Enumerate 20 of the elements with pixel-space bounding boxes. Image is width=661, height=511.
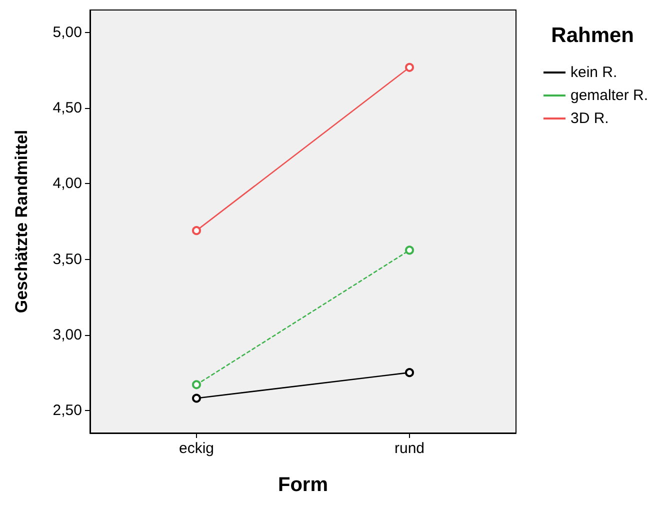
y-tick-label: 4,50	[52, 100, 82, 117]
legend-label: gemalter R.	[570, 87, 648, 104]
x-tick-label: eckig	[178, 440, 214, 457]
legend-label: kein R.	[570, 64, 618, 81]
point	[405, 246, 414, 255]
y-axis-title: Geschätzte Randmittel	[12, 130, 31, 314]
point	[192, 226, 201, 236]
x-axis-title: Form	[278, 474, 328, 496]
y-tick-label: 4,00	[52, 175, 82, 192]
legend-label: 3D R.	[570, 110, 609, 127]
legend-title: Rahmen	[551, 24, 634, 47]
x-tick-label: rund	[394, 440, 425, 457]
point	[192, 394, 201, 403]
point	[192, 380, 201, 390]
y-tick-label: 3,50	[52, 250, 82, 268]
y-tick-label: 5,00	[52, 24, 82, 42]
point	[405, 62, 414, 72]
y-tick-label: 2,50	[52, 402, 82, 419]
point	[405, 368, 414, 378]
y-tick-label: 3,00	[52, 326, 82, 344]
